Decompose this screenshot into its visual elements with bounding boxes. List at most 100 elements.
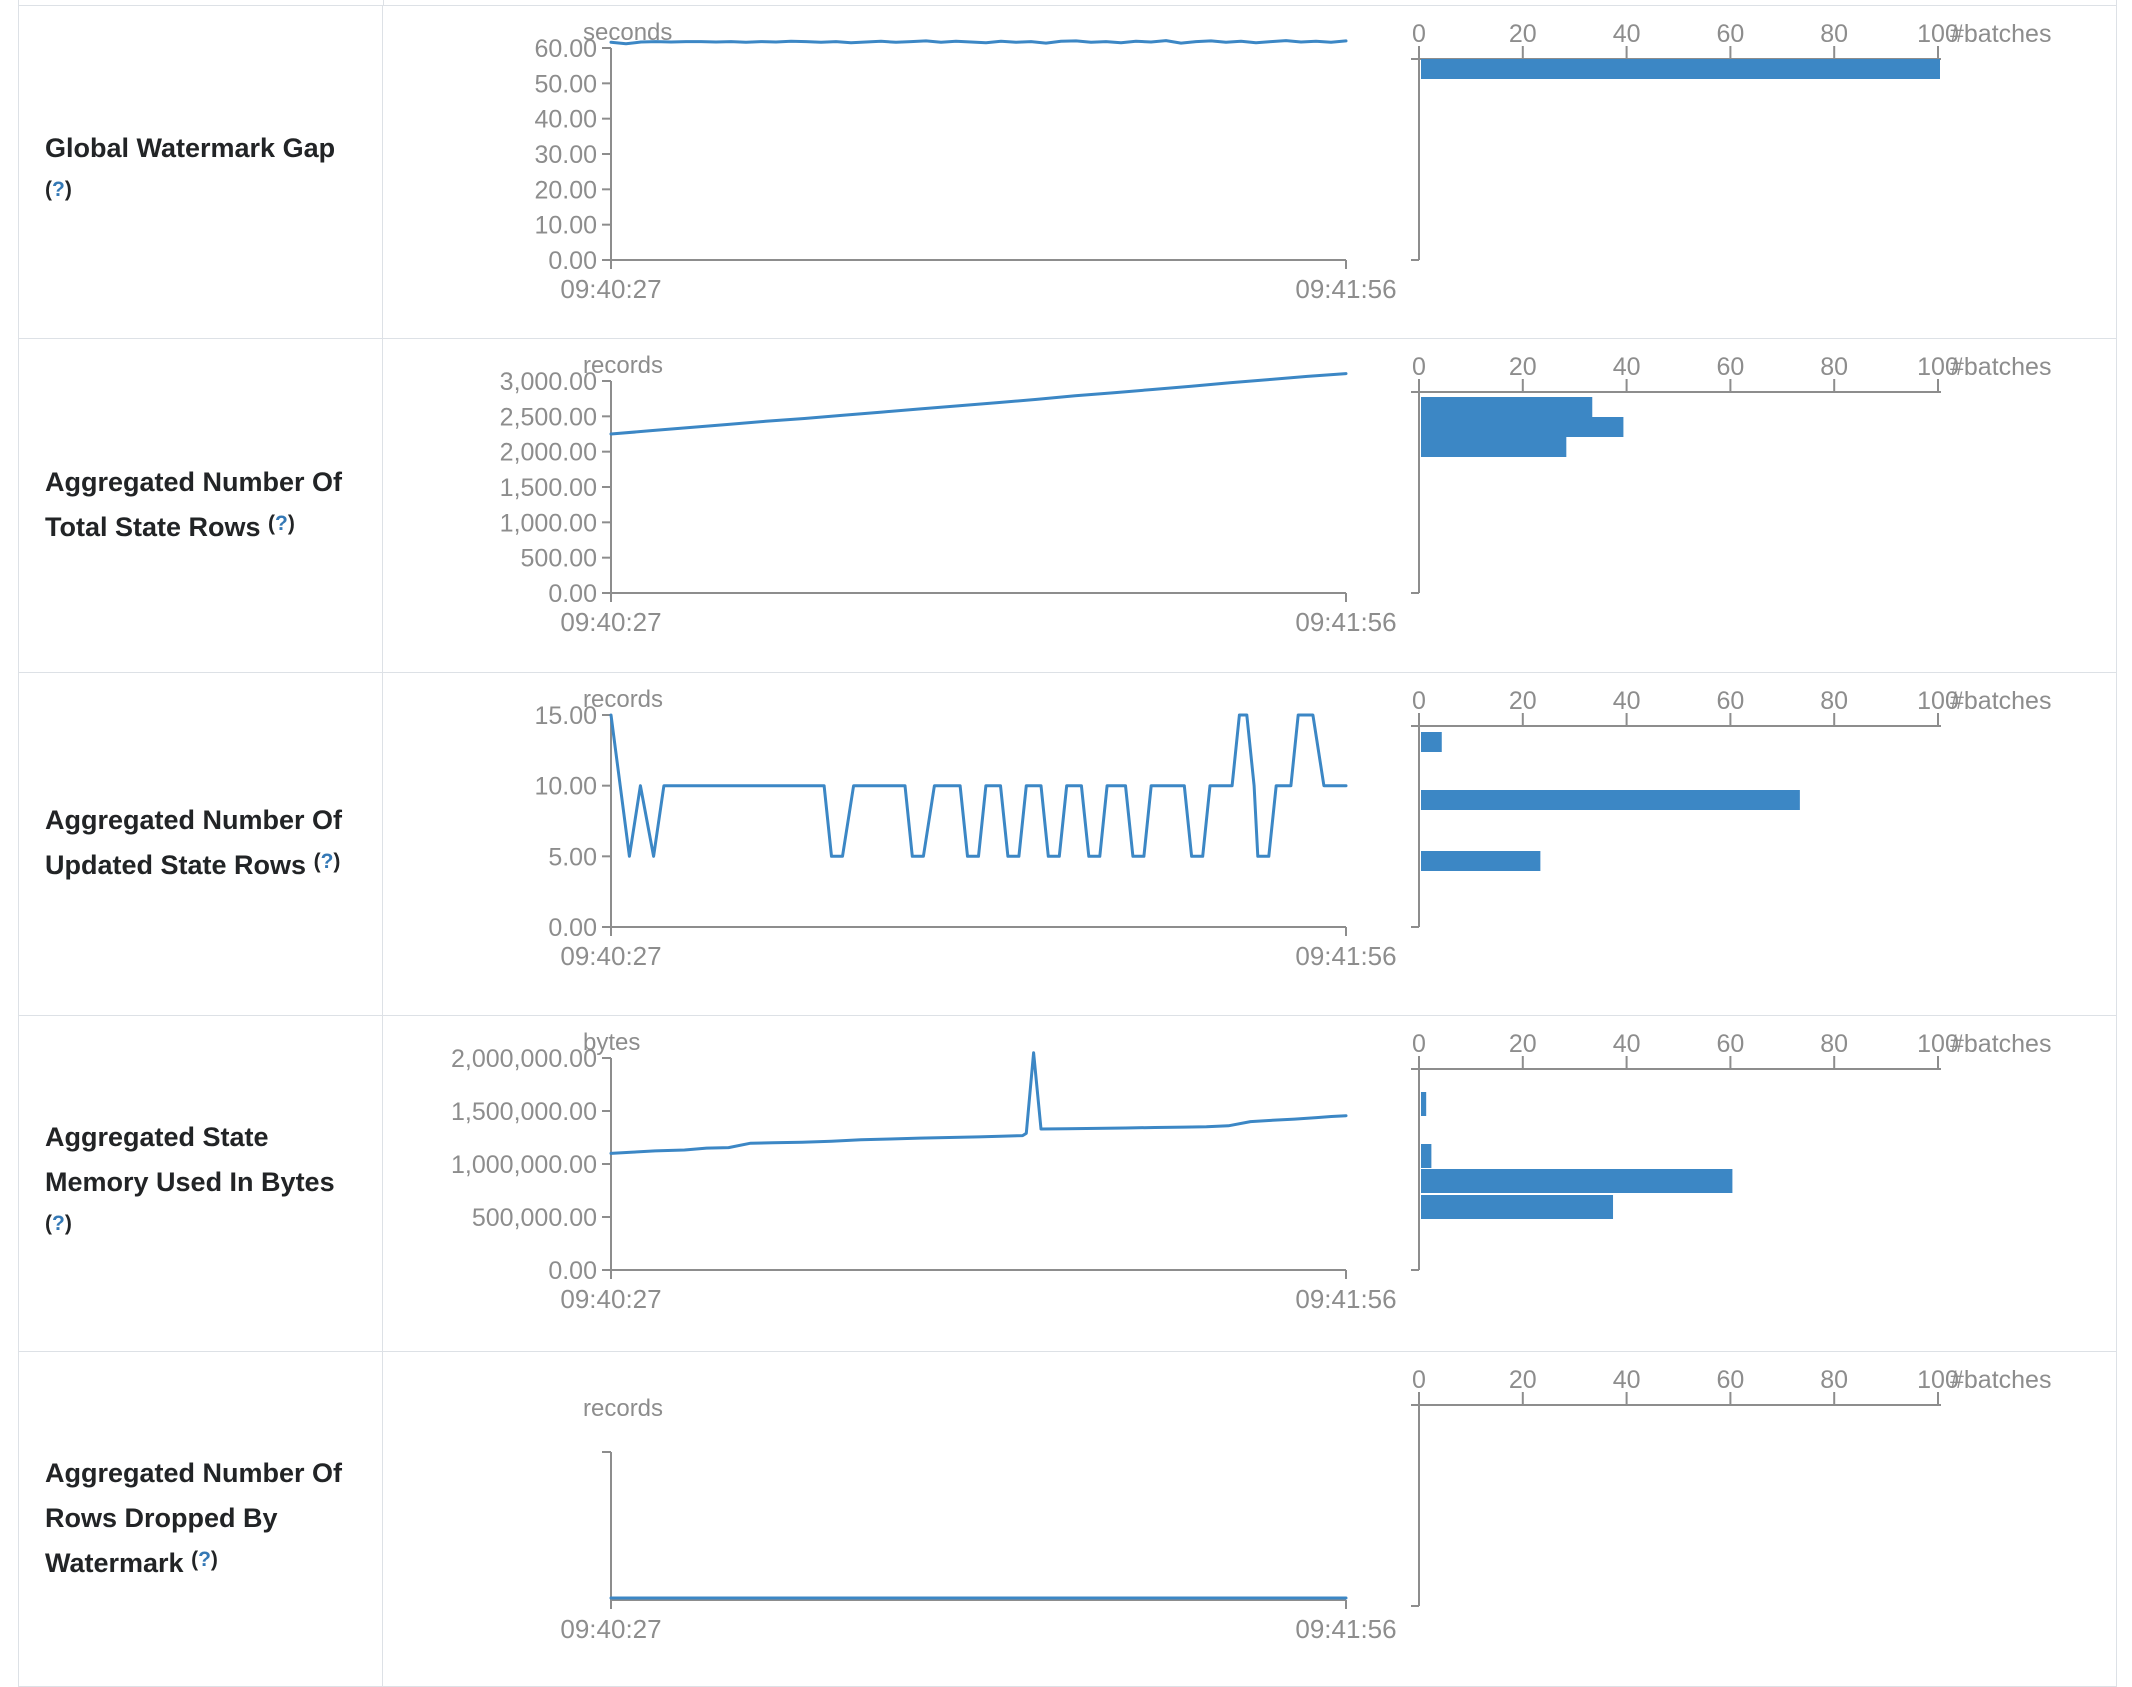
hist-x-tick-label: 20: [1509, 1030, 1537, 1058]
time-start-label: 09:40:27: [560, 274, 661, 304]
metric-row-watermark-gap: Global Watermark Gap (?) seconds 60.00 50.…: [19, 6, 2116, 338]
unit-label: records: [583, 686, 663, 713]
hist-x-tick-label: 80: [1820, 687, 1848, 715]
metric-title: Aggregated Number Of Rows Dropped By Wat…: [45, 1457, 343, 1578]
hist-bar: [1421, 1092, 1427, 1116]
timeline-y-tick-label: 500,000.00: [472, 1204, 597, 1232]
hist-bar: [1421, 417, 1624, 437]
timeline-and-histogram-chart: records 09:40:27 09:41:56 0 20 40 60 80 100#batc…: [560, 1366, 2051, 1644]
chart-cell: bytes 2,000,000.00 1,500,000.00 1,000,000.0…: [383, 1016, 2116, 1351]
timeline-and-histogram-chart: seconds60.0050.0040.0030.0020.0010.000.0…: [534, 19, 2051, 304]
streaming-stats-table: Global Watermark Gap (?) seconds 60.00 50.…: [18, 5, 2117, 1687]
timeline-series-line: [609, 713, 1348, 858]
chart-cell: records 09:40:27 09:41:56 0 20 40 60 80 100 #batc…: [383, 1352, 2116, 1686]
hist-x-tick-label: 40: [1613, 1030, 1641, 1058]
hist-axis-unit-label: #batches: [1950, 353, 2051, 381]
hist-x-tick-label: 60: [1716, 1030, 1744, 1058]
hist-bar: [1421, 1144, 1432, 1168]
timeline-series-line: [609, 372, 1348, 436]
time-start-label: 09:40:27: [560, 1284, 661, 1314]
time-end-label: 09:41:56: [1295, 1614, 1396, 1644]
hist-x-tick-label: 40: [1613, 687, 1641, 715]
hist-x-tick-label: 0: [1412, 687, 1426, 715]
hist-bar: [1421, 59, 1940, 79]
hist-x-tick-label: 0: [1412, 1030, 1426, 1058]
hist-x-tick-label: 20: [1509, 353, 1537, 381]
metric-row-total-state-rows: Aggregated Number Of Total State Rows (?…: [19, 338, 2116, 672]
help-link[interactable]: ?: [52, 178, 65, 201]
metric-label-cell: Aggregated State Memory Used In Bytes (?…: [19, 1016, 383, 1351]
timeline-y-tick-label: 0.00: [548, 247, 597, 275]
timeline-y-tick-label: 30.00: [534, 141, 597, 169]
hist-axis-unit-label: #batches: [1950, 687, 2051, 715]
hist-x-tick-label: 20: [1509, 1366, 1537, 1394]
chart-cell: records 15.00 10.00 5.00 0.00 09:40:27 09:41:5…: [383, 673, 2116, 1015]
metric-label-cell: Aggregated Number Of Updated State Rows …: [19, 673, 383, 1015]
hist-axis-unit-label: #batches: [1950, 20, 2051, 48]
table-border-stub-right: [2116, 0, 2117, 5]
timeline-y-tick-label: 500.00: [521, 545, 597, 573]
timeline-y-tick-label: 0.00: [548, 914, 597, 942]
hist-x-tick-label: 20: [1509, 687, 1537, 715]
help-badge: (?): [45, 178, 72, 201]
metric-label-cell: Aggregated Number Of Rows Dropped By Wat…: [19, 1352, 383, 1686]
chart-cell: records 3,000.00 2,500.00 2,000.00 1,500.00 1…: [383, 339, 2116, 672]
hist-x-tick-label: 80: [1820, 1030, 1848, 1058]
hist-bar: [1421, 1195, 1614, 1219]
help-badge: (?): [191, 1547, 218, 1571]
time-end-label: 09:41:56: [1295, 607, 1396, 637]
table-border-stub-left: [18, 0, 19, 5]
hist-x-tick-label: 100: [1917, 1366, 1959, 1394]
metric-row-updated-state-rows: Aggregated Number Of Updated State Rows …: [19, 672, 2116, 1015]
time-end-label: 09:41:56: [1295, 1284, 1396, 1314]
hist-x-tick-label: 60: [1716, 20, 1744, 48]
timeline-y-tick-label: 60.00: [534, 35, 597, 63]
timeline-y-tick-label: 10.00: [534, 212, 597, 240]
hist-bar: [1421, 437, 1567, 457]
hist-x-tick-label: 100: [1917, 20, 1959, 48]
unit-label: bytes: [583, 1029, 640, 1056]
hist-x-tick-label: 100: [1917, 687, 1959, 715]
metric-title: Aggregated Number Of Total State Rows: [45, 466, 343, 542]
timeline-y-tick-label: 2,000.00: [500, 439, 597, 467]
time-end-label: 09:41:56: [1295, 274, 1396, 304]
hist-axis-unit-label: #batches: [1950, 1366, 2051, 1394]
hist-x-tick-label: 0: [1412, 1366, 1426, 1394]
hist-bar: [1421, 790, 1800, 810]
hist-x-tick-label: 80: [1820, 20, 1848, 48]
hist-bar: [1421, 851, 1541, 871]
unit-label: records: [583, 1395, 663, 1422]
help-link[interactable]: ?: [275, 511, 288, 535]
help-link[interactable]: ?: [52, 1212, 65, 1235]
metric-label-cell: Global Watermark Gap (?): [19, 6, 383, 338]
hist-bar: [1421, 397, 1593, 417]
timeline-y-tick-label: 15.00: [534, 702, 597, 730]
hist-x-tick-label: 100: [1917, 353, 1959, 381]
metric-title: Global Watermark Gap: [45, 133, 336, 163]
hist-bar: [1421, 1169, 1733, 1193]
timeline-y-tick-label: 1,000.00: [500, 509, 597, 537]
time-start-label: 09:40:27: [560, 941, 661, 971]
help-badge: (?): [313, 850, 341, 873]
hist-bar: [1421, 732, 1442, 752]
hist-x-tick-label: 40: [1613, 20, 1641, 48]
hist-x-tick-label: 80: [1820, 353, 1848, 381]
help-badge: (?): [268, 511, 295, 535]
metric-label-cell: Aggregated Number Of Total State Rows (?…: [19, 339, 383, 672]
hist-x-tick-label: 0: [1412, 20, 1426, 48]
help-link[interactable]: ?: [198, 1547, 211, 1571]
help-link[interactable]: ?: [320, 850, 334, 873]
metric-title: Aggregated State Memory Used In Bytes: [45, 1122, 335, 1197]
hist-x-tick-label: 40: [1613, 353, 1641, 381]
timeline-y-tick-label: 0.00: [548, 1257, 597, 1285]
time-start-label: 09:40:27: [560, 607, 661, 637]
chart-cell: seconds 60.00 50.00 40.00 30.00 20.00 10.00 0.0…: [383, 6, 2116, 338]
timeline-y-tick-label: 20.00: [534, 176, 597, 204]
metric-title: Aggregated Number Of Updated State Rows: [45, 805, 343, 880]
timeline-y-tick-label: 2,500.00: [500, 403, 597, 431]
unit-label: records: [583, 352, 663, 379]
time-start-label: 09:40:27: [560, 1614, 661, 1644]
